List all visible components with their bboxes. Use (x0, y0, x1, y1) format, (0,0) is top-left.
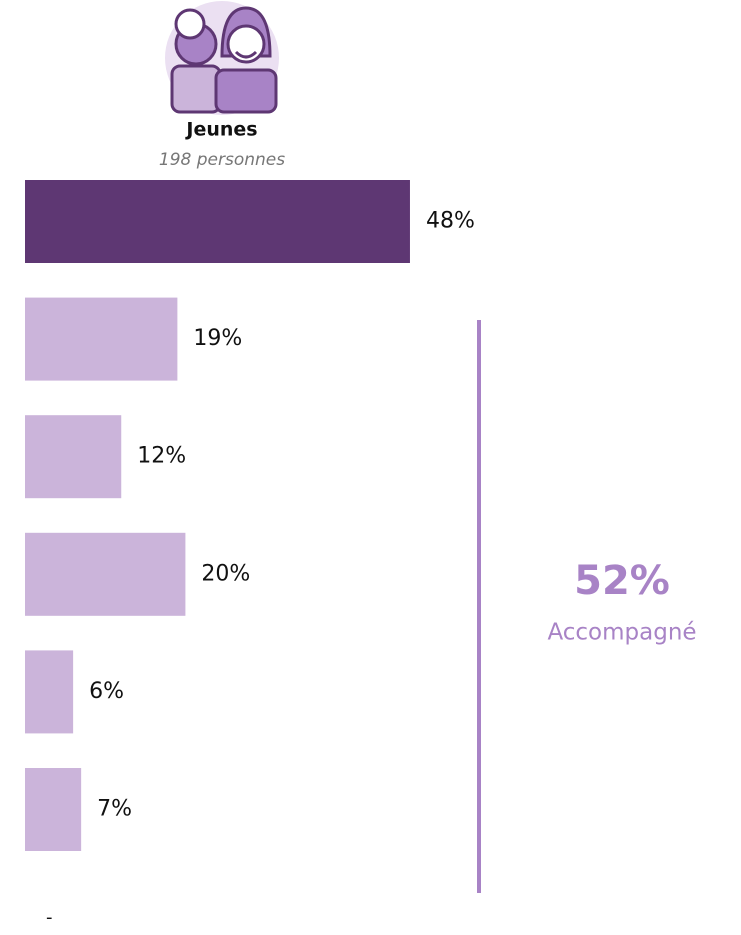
value-label: 20% (201, 561, 250, 586)
value-label: 7% (97, 797, 132, 822)
value-label: 6% (89, 679, 124, 704)
page: Jeunes 198 personnes 52% Accompagné - 48… (0, 0, 741, 935)
bar (25, 650, 73, 733)
annotation-value: 52% (574, 558, 670, 604)
bar (25, 415, 121, 498)
chart: Jeunes 198 personnes 52% Accompagné - 48… (0, 0, 741, 935)
subtitle: 198 personnes (159, 150, 285, 170)
value-label: 12% (137, 444, 186, 469)
annotation-text: Accompagné (547, 620, 696, 646)
icon (165, 1, 279, 115)
bar (25, 533, 185, 616)
bar (25, 298, 177, 381)
title: Jeunes (184, 119, 257, 141)
footnote: - (46, 907, 53, 928)
bar (25, 180, 410, 263)
value-label: 48% (426, 209, 475, 234)
bar (25, 768, 81, 851)
value-label: 19% (193, 326, 242, 351)
